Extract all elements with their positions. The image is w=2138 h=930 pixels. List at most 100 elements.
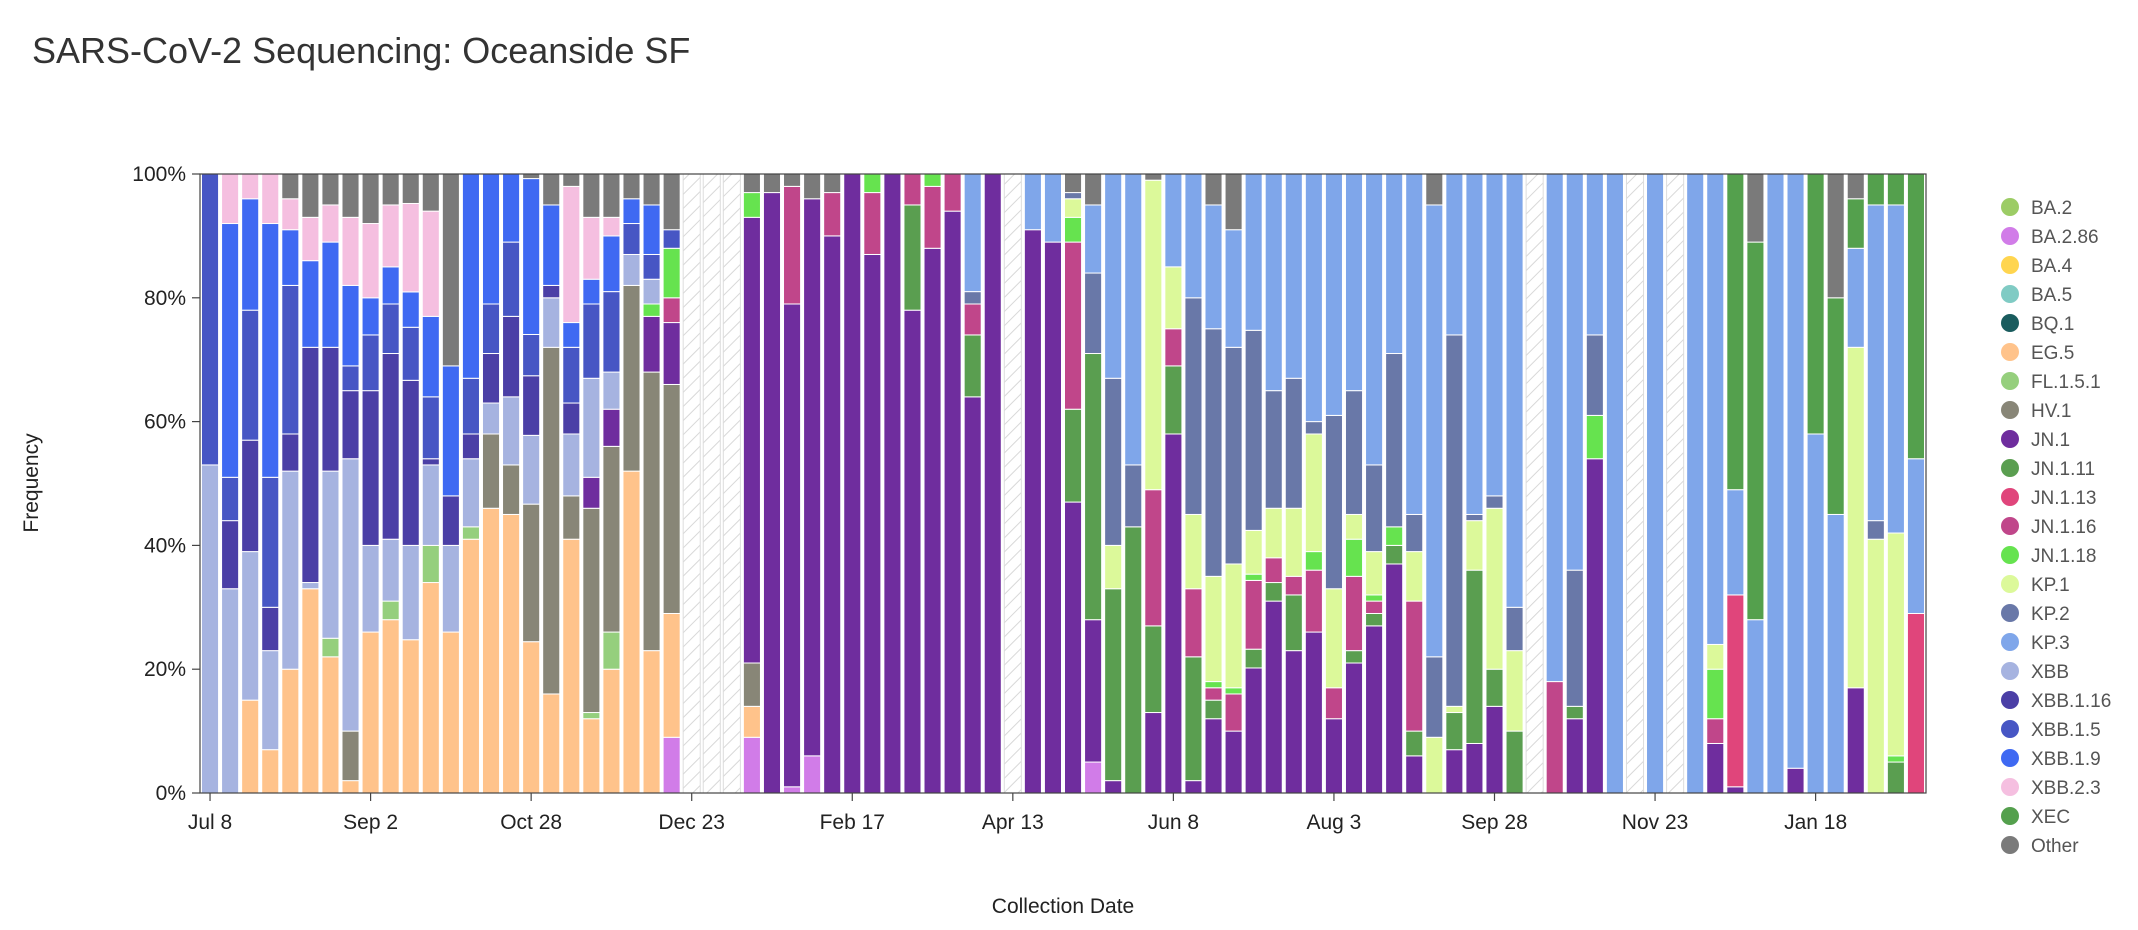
bar-segment-kp-3[interactable] — [963, 173, 982, 293]
bar-segment-kp-2[interactable] — [963, 291, 982, 305]
bar-segment-jn-1-16[interactable] — [1204, 687, 1223, 701]
bar-segment-eg-5[interactable] — [381, 619, 400, 794]
bar-segment-xbb-1-16[interactable] — [281, 433, 300, 472]
bar-segment-jn-1-16[interactable] — [783, 185, 802, 305]
bar-segment-eg-5[interactable] — [622, 470, 641, 794]
bar-segment-jn-1[interactable] — [1284, 650, 1303, 794]
bar-segment-jn-1-11[interactable] — [1565, 705, 1584, 720]
bar-segment-other[interactable] — [361, 173, 380, 225]
bar-segment-jn-1-11[interactable] — [1284, 594, 1303, 652]
legend-swatch-eg-5[interactable] — [2001, 343, 2019, 361]
legend-label-jn-1[interactable]: JN.1 — [2031, 430, 2070, 451]
bar-segment-kp-3[interactable] — [1826, 513, 1845, 794]
bar-segment-xbb-1-5[interactable] — [281, 284, 300, 435]
bar-segment-kp-3[interactable] — [1445, 173, 1464, 336]
bar-segment-jn-1-16[interactable] — [943, 173, 962, 212]
bar-segment-kp-3[interactable] — [1465, 173, 1484, 515]
bar-segment-hv-1[interactable] — [542, 346, 561, 695]
bar-segment-xbb-2-3[interactable] — [381, 204, 400, 268]
bar-segment-kp-3[interactable] — [1585, 173, 1604, 336]
bar-segment-other[interactable] — [301, 173, 320, 218]
bar-segment-ba-2-86[interactable] — [1084, 761, 1103, 794]
bar-segment-xbb-1-5[interactable] — [241, 309, 260, 441]
bar-segment-xbb-1-16[interactable] — [341, 390, 360, 460]
bar-segment-jn-1-11[interactable] — [1084, 353, 1103, 621]
bar-segment-kp-3[interactable] — [1866, 204, 1885, 522]
bar-segment-eg-5[interactable] — [642, 650, 661, 794]
bar-segment-jn-1[interactable] — [1043, 241, 1062, 794]
bar-segment-jn-1-11[interactable] — [1445, 712, 1464, 751]
bar-segment-xbb-1-5[interactable] — [602, 291, 621, 373]
legend-swatch-xec[interactable] — [2001, 807, 2019, 825]
bar-segment-jn-1[interactable] — [742, 216, 761, 664]
bar-segment-jn-1[interactable] — [1405, 755, 1424, 794]
bar-segment-xec[interactable] — [1806, 173, 1825, 435]
bar-segment-eg-5[interactable] — [341, 780, 360, 794]
legend-swatch-ba-2-86[interactable] — [2001, 227, 2019, 245]
bar-segment-xbb-1-5[interactable] — [622, 223, 641, 255]
bar-segment-jn-1-16[interactable] — [1144, 489, 1163, 627]
bar-segment-xec[interactable] — [1886, 173, 1905, 206]
bar-segment-jn-1[interactable] — [1465, 742, 1484, 794]
legend-label-jn-1-18[interactable]: JN.1.18 — [2031, 546, 2096, 567]
bar-segment-kp-3[interactable] — [1164, 173, 1183, 268]
bar-segment-xbb[interactable] — [562, 433, 581, 497]
bar-segment-xbb-1-16[interactable] — [542, 284, 561, 299]
bar-segment-ba-2-86[interactable] — [803, 755, 822, 794]
bar-segment-jn-1[interactable] — [762, 192, 782, 794]
bar-segment-kp-2[interactable] — [1204, 328, 1223, 577]
bar-segment-kp-3[interactable] — [1204, 204, 1223, 330]
bar-segment-kp-2[interactable] — [1505, 606, 1524, 652]
bar-segment-other[interactable] — [642, 173, 661, 206]
bar-segment-jn-1[interactable] — [863, 253, 882, 794]
bar-segment-xbb[interactable] — [341, 458, 360, 732]
bar-segment-kp-1[interactable] — [1405, 551, 1424, 602]
bar-segment-other[interactable] — [1204, 173, 1223, 206]
bar-segment-jn-1[interactable] — [923, 247, 942, 794]
legend-swatch-xbb-1-16[interactable] — [2001, 691, 2019, 709]
bar-segment-jn-1-11[interactable] — [1465, 569, 1484, 744]
bar-segment-jn-1-18[interactable] — [1304, 551, 1323, 571]
legend-swatch-kp-3[interactable] — [2001, 633, 2019, 651]
legend-label-xbb-2-3[interactable]: XBB.2.3 — [2031, 778, 2101, 799]
bar-segment-jn-1-18[interactable] — [1585, 414, 1604, 460]
bar-segment-jn-1-11[interactable] — [1144, 625, 1163, 714]
bar-segment-other[interactable] — [662, 173, 681, 231]
legend-swatch-ba-5[interactable] — [2001, 285, 2019, 303]
legend-label-kp-1[interactable]: KP.1 — [2031, 575, 2070, 596]
bar-segment-xbb[interactable] — [582, 377, 601, 478]
bar-segment-hv-1[interactable] — [481, 433, 501, 509]
bar-segment-jn-1-16[interactable] — [1405, 600, 1424, 732]
bar-segment-kp-3[interactable] — [1385, 173, 1404, 355]
bar-segment-other[interactable] — [582, 173, 601, 218]
bar-segment-jn-1-16[interactable] — [1264, 557, 1283, 584]
bar-segment-jn-1[interactable] — [803, 198, 822, 757]
bar-segment-xec[interactable] — [1906, 173, 1925, 460]
bar-segment-kp-1[interactable] — [1204, 575, 1223, 683]
bar-segment-hv-1[interactable] — [562, 495, 581, 540]
bar-segment-jn-1-16[interactable] — [863, 192, 882, 255]
bar-segment-xbb-2-3[interactable] — [321, 204, 340, 243]
bar-segment-other[interactable] — [622, 173, 641, 200]
bar-segment-kp-1[interactable] — [1104, 544, 1123, 590]
bar-segment-xbb-1-5[interactable] — [562, 346, 581, 404]
bar-segment-jn-1-16[interactable] — [1344, 575, 1364, 652]
legend-swatch-xbb-2-3[interactable] — [2001, 778, 2019, 796]
bar-segment-jn-1-13[interactable] — [1906, 612, 1925, 794]
bar-segment-kp-1[interactable] — [1425, 736, 1444, 794]
bar-segment-kp-2[interactable] — [1324, 414, 1343, 590]
legend-label-xbb-1-16[interactable]: XBB.1.16 — [2031, 691, 2111, 712]
bar-segment-jn-1-16[interactable] — [903, 173, 922, 206]
bar-segment-jn-1[interactable] — [1104, 780, 1123, 794]
bar-segment-kp-3[interactable] — [1023, 173, 1042, 231]
bar-segment-kp-1[interactable] — [1505, 650, 1524, 732]
bar-segment-jn-1[interactable] — [1023, 229, 1042, 794]
bar-segment-jn-1-16[interactable] — [823, 192, 842, 237]
bar-segment-kp-3[interactable] — [1906, 458, 1925, 614]
bar-segment-xbb[interactable] — [642, 278, 661, 305]
bar-segment-xbb[interactable] — [602, 371, 621, 410]
bar-segment-jn-1[interactable] — [1585, 458, 1604, 794]
bar-segment-other[interactable] — [522, 173, 541, 180]
bar-segment-jn-1-16[interactable] — [1365, 600, 1384, 614]
bar-segment-jn-1[interactable] — [1084, 619, 1103, 763]
